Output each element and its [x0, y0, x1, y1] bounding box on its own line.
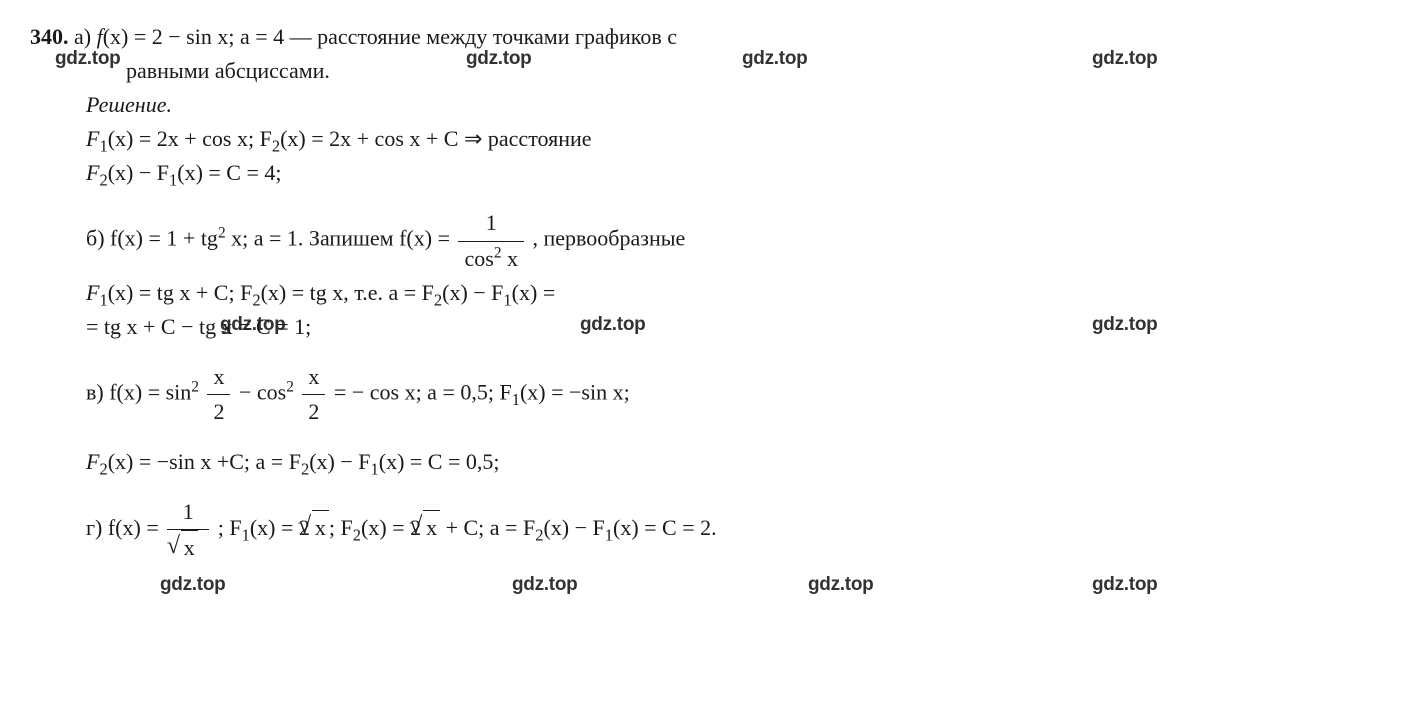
text: x; a = 1. Запишем f(x) = — [226, 226, 456, 251]
watermark: gdz.top — [512, 570, 577, 599]
text: в) f(x) = sin — [86, 379, 191, 404]
fraction: x 2 — [207, 360, 230, 429]
sqrt: x — [312, 510, 329, 545]
subscript: 2 — [99, 171, 107, 190]
superscript: 2 — [286, 378, 294, 395]
sqrt: x — [423, 510, 440, 545]
watermark: gdz.top — [1092, 570, 1157, 599]
line-1: 340. а) f(x) = 2 − sin x; a = 4 — рассто… — [30, 20, 1386, 54]
text: (x) = C = 2. — [613, 515, 717, 540]
line-10: gdz.top gdz.top gdz.top gdz.top F2(x) = … — [86, 445, 1386, 479]
superscript: 2 — [494, 244, 502, 261]
subscript: 1 — [512, 390, 520, 409]
text: x — [315, 515, 326, 540]
denominator: cos2 x — [458, 241, 524, 276]
text: Решение. — [86, 92, 172, 117]
text: F — [86, 126, 99, 151]
text: (x) = — [512, 280, 556, 305]
subscript: 1 — [169, 171, 177, 190]
line-2: gdz.top gdz.top gdz.top gdz.top равными … — [30, 54, 1386, 88]
text: x — [502, 246, 519, 271]
text: (x) − F — [442, 280, 503, 305]
line-11: г) f(x) = 1 x ; F1(x) = 2x; F2(x) = 2x +… — [86, 495, 1386, 565]
subscript: 2 — [99, 459, 107, 478]
line-4: F1(x) = 2x + cos x; F2(x) = 2x + cos x +… — [86, 122, 1386, 156]
numerator: 1 — [458, 206, 524, 240]
text: (x) − F — [543, 515, 604, 540]
subscript: 1 — [99, 290, 107, 309]
subscript: 2 — [434, 290, 442, 309]
subscript: 1 — [99, 137, 107, 156]
subscript: 2 — [353, 526, 361, 545]
numerator: x — [207, 360, 230, 394]
text: (x) = −sin x +C; a = F — [108, 449, 301, 474]
fraction: 1 x — [167, 495, 209, 565]
text: (x) = C = 4; — [177, 160, 281, 185]
denominator: 2 — [207, 394, 230, 429]
text: cos — [464, 246, 493, 271]
text: (x) = tg x, т.е. a = F — [261, 280, 434, 305]
numerator: x — [302, 360, 325, 394]
subscript: 2 — [272, 137, 280, 156]
text: F — [86, 160, 99, 185]
text: = − cos x; a = 0,5; F — [334, 379, 512, 404]
problem-number: 340. — [30, 24, 69, 49]
line-solution-label: Решение. — [86, 88, 1386, 122]
text: x — [426, 515, 437, 540]
text: (x) − F — [108, 160, 169, 185]
subscript: 1 — [605, 526, 613, 545]
line-7: gdz.top gdz.top gdz.top F1(x) = tg x + C… — [86, 276, 1386, 310]
text: F — [86, 449, 99, 474]
watermark: gdz.top — [808, 570, 873, 599]
fraction: x 2 — [302, 360, 325, 429]
subscript: 1 — [371, 459, 379, 478]
superscript: 2 — [218, 225, 226, 242]
text: − cos — [239, 379, 286, 404]
line-6: б) f(x) = 1 + tg2 x; a = 1. Запишем f(x)… — [86, 206, 1386, 275]
fraction: 1 cos2 x — [458, 206, 524, 275]
sqrt: x — [181, 530, 198, 565]
text: (x) = C = 0,5; — [379, 449, 500, 474]
denominator: 2 — [302, 394, 325, 429]
text: ; F — [218, 515, 242, 540]
text: б) f(x) = 1 + tg — [86, 226, 218, 251]
text: (x) = 2x + cos x + C ⇒ расстояние — [280, 126, 591, 151]
text: = tg x + C − tg x = C = 1; — [86, 314, 311, 339]
denominator: x — [167, 529, 209, 565]
subscript: 2 — [301, 459, 309, 478]
text: , первообразные — [533, 226, 686, 251]
numerator: 1 — [167, 495, 209, 529]
line-5: F2(x) − F1(x) = C = 4; — [86, 156, 1386, 190]
text: (x) = 2x + cos x; F — [108, 126, 272, 151]
text: (x) = −sin x; — [520, 379, 630, 404]
subscript: 2 — [252, 290, 260, 309]
text: x — [184, 535, 195, 560]
text: (x) = 2 − sin x; a = 4 — расстояние межд… — [103, 24, 677, 49]
text: ; F — [329, 515, 353, 540]
text: (x) − F — [309, 449, 370, 474]
text: г) f(x) = — [86, 515, 164, 540]
text: а) — [74, 24, 97, 49]
text: равными абсциссами. — [126, 54, 330, 88]
subscript: 1 — [503, 290, 511, 309]
line-9: в) f(x) = sin2 x 2 − cos2 x 2 = − cos x;… — [86, 360, 1386, 429]
superscript: 2 — [191, 378, 199, 395]
text: (x) = tg x + C; F — [108, 280, 253, 305]
text: F — [86, 280, 99, 305]
line-8: = tg x + C − tg x = C = 1; — [86, 310, 1386, 344]
text: + C; a = F — [440, 515, 535, 540]
watermark: gdz.top — [160, 570, 225, 599]
subscript: 1 — [242, 526, 250, 545]
